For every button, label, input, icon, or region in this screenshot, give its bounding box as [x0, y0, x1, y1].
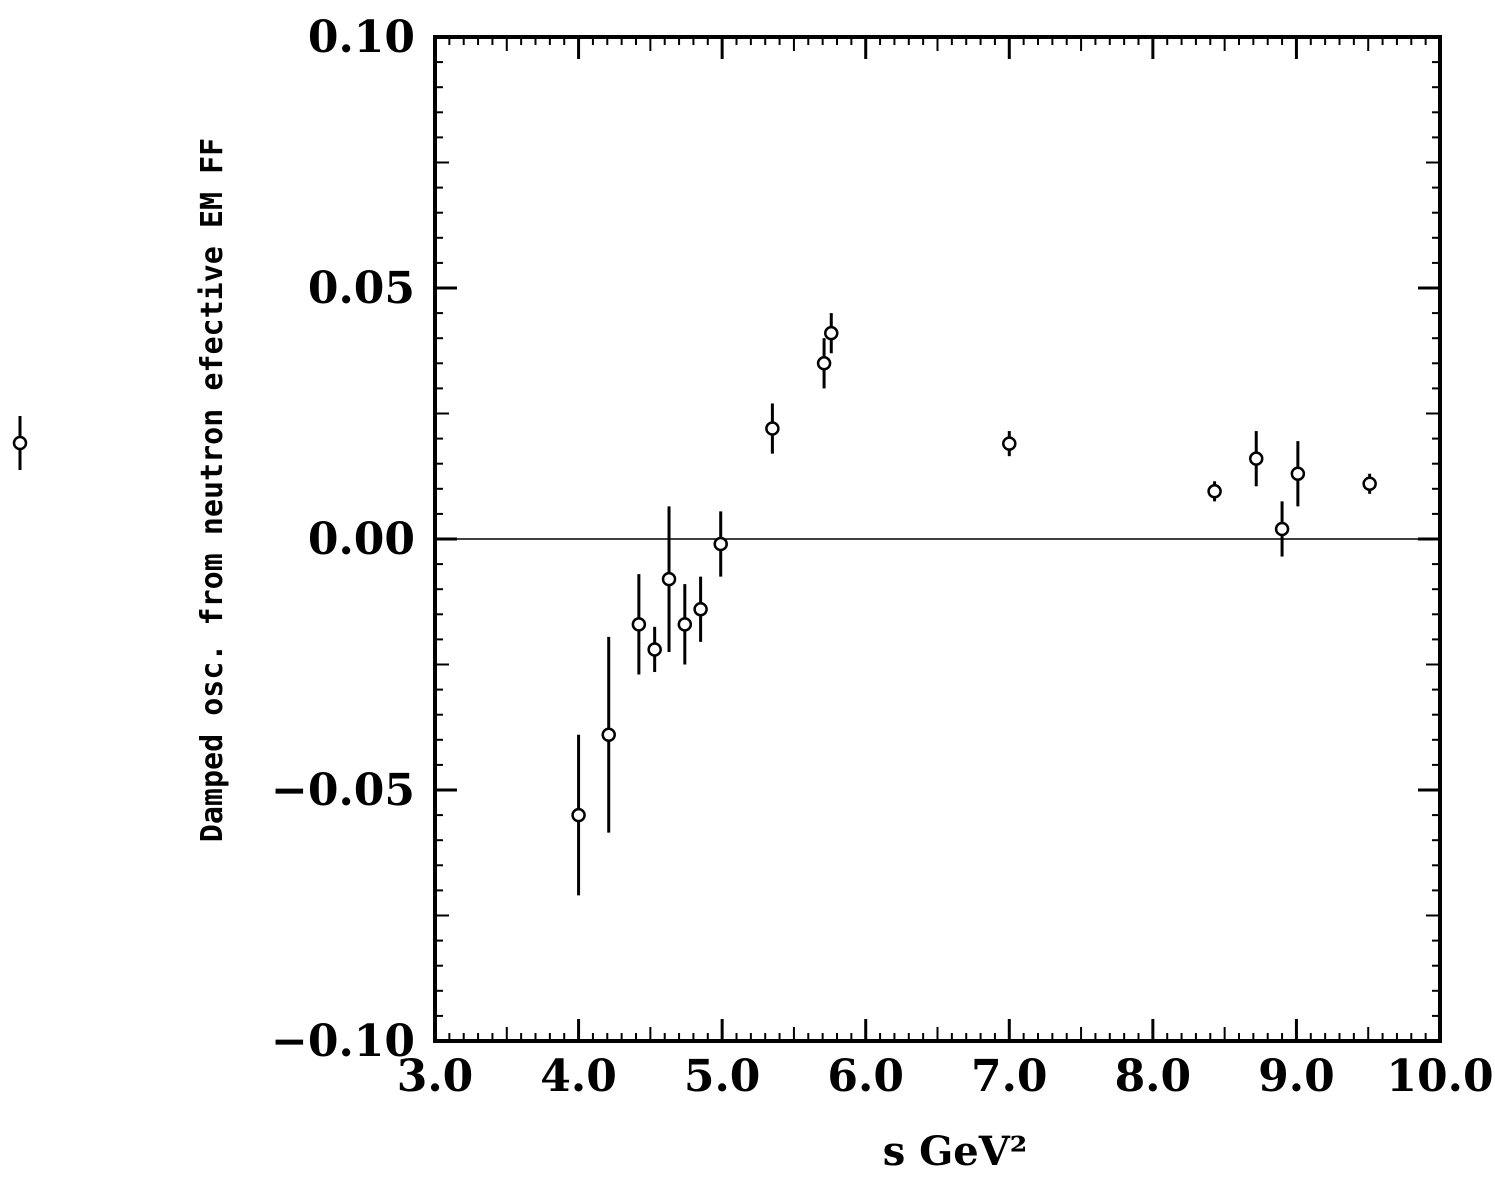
data-point	[816, 356, 832, 371]
y-tick-label: 0.05	[308, 263, 415, 314]
data-point	[713, 536, 728, 552]
x-axis-title: s GeV²	[883, 1128, 1028, 1175]
data-point	[677, 617, 693, 632]
y-axis-title: Damped osc. from neutron efective EM FF	[195, 138, 230, 842]
y-tick-label: −0.10	[271, 1016, 415, 1067]
data-point	[661, 571, 677, 587]
data-point	[1002, 436, 1017, 451]
data-point	[631, 617, 647, 632]
x-tick-label: 9.0	[1258, 1051, 1335, 1102]
data-point	[1274, 521, 1290, 537]
data-point	[1362, 476, 1377, 492]
x-tick-label: 8.0	[1115, 1051, 1192, 1102]
x-tick-label: 4.0	[540, 1051, 617, 1102]
y-tick-label: 0.00	[308, 514, 415, 565]
y-tick-label: 0.10	[308, 12, 415, 63]
data-point	[693, 602, 708, 617]
x-tick-label: 5.0	[684, 1051, 761, 1102]
x-tick-label: 3.0	[397, 1051, 474, 1102]
data-point	[647, 642, 662, 657]
y-tick-label: −0.05	[271, 765, 415, 816]
data-point	[1248, 451, 1264, 466]
data-point	[601, 727, 616, 743]
data-point	[1290, 466, 1306, 481]
data-point	[824, 325, 839, 341]
x-tick-labels: 3.0 4.0 5.0 6.0 7.0 8.0 9.0 10.0	[397, 1051, 1494, 1102]
x-tick-label: 6.0	[827, 1051, 904, 1102]
plot-frame	[433, 35, 1442, 1043]
data-point	[765, 421, 780, 436]
data-point	[1207, 484, 1222, 499]
x-tick-label: 10.0	[1386, 1051, 1493, 1102]
legend-marker	[12, 416, 28, 470]
data-point	[571, 807, 586, 823]
y-tick-labels: −0.10 −0.05 0.00 0.05 0.10	[271, 12, 415, 1067]
data-points	[571, 313, 1377, 896]
x-tick-label: 7.0	[971, 1051, 1048, 1102]
legend-point	[12, 435, 28, 451]
